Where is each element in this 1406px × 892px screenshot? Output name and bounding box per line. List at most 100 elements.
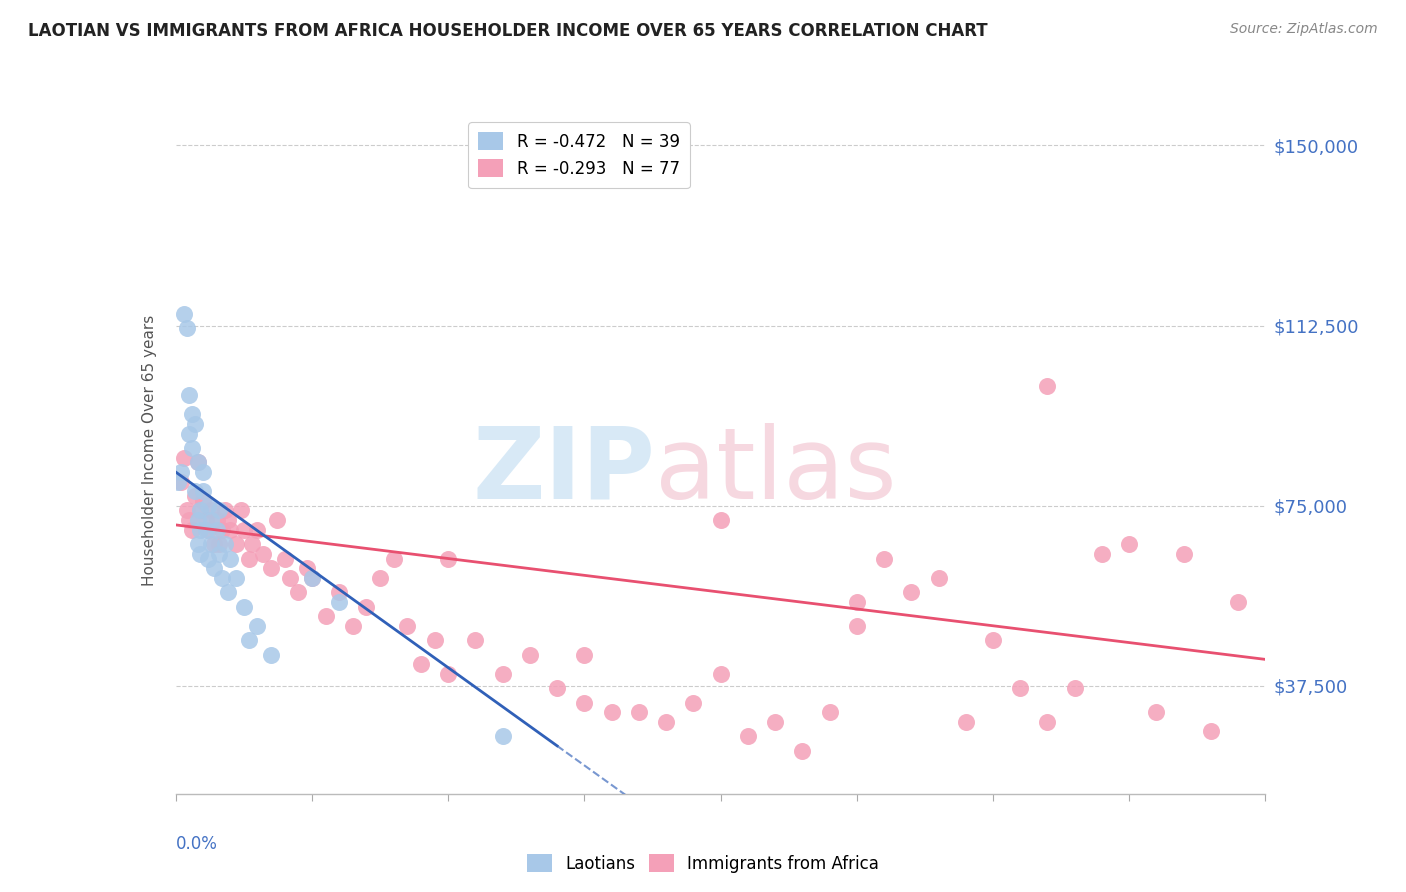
Legend: R = -0.472   N = 39, R = -0.293   N = 77: R = -0.472 N = 39, R = -0.293 N = 77 [468, 122, 689, 188]
Point [194, 513, 217, 527]
Point [981, 633, 1004, 648]
Point [186, 455, 209, 469]
Point [184, 489, 207, 503]
Point [396, 619, 419, 633]
Point [437, 551, 460, 566]
Point [240, 537, 263, 551]
Point [181, 408, 204, 422]
Point [219, 551, 242, 566]
Point [211, 523, 233, 537]
Point [1227, 595, 1250, 609]
Point [179, 426, 201, 441]
Point [655, 714, 678, 729]
Point [492, 666, 515, 681]
Point [238, 633, 260, 648]
Point [188, 523, 211, 537]
Point [188, 503, 211, 517]
Point [208, 503, 231, 517]
Point [342, 619, 364, 633]
Text: atlas: atlas [655, 423, 897, 519]
Point [170, 465, 193, 479]
Point [186, 537, 209, 551]
Point [295, 561, 318, 575]
Point [246, 619, 269, 633]
Point [287, 585, 309, 599]
Point [274, 551, 297, 566]
Point [1144, 705, 1167, 719]
Point [492, 729, 515, 743]
Point [1118, 537, 1140, 551]
Point [217, 513, 239, 527]
Point [260, 561, 283, 575]
Point [301, 571, 323, 585]
Point [546, 681, 568, 696]
Point [328, 585, 350, 599]
Point [682, 696, 704, 710]
Point [197, 551, 219, 566]
Point [208, 547, 231, 561]
Point [211, 571, 233, 585]
Point [214, 537, 236, 551]
Point [763, 714, 786, 729]
Point [423, 633, 446, 648]
Text: ZIP: ZIP [472, 423, 655, 519]
Point [818, 705, 841, 719]
Point [368, 571, 391, 585]
Point [173, 307, 195, 321]
Point [197, 499, 219, 513]
Point [214, 503, 236, 517]
Point [955, 714, 977, 729]
Point [167, 475, 190, 489]
Point [184, 417, 207, 431]
Point [260, 648, 283, 662]
Point [574, 696, 596, 710]
Point [194, 523, 217, 537]
Point [219, 523, 242, 537]
Point [173, 450, 195, 465]
Point [252, 547, 274, 561]
Point [200, 503, 222, 517]
Point [315, 609, 337, 624]
Point [231, 503, 253, 517]
Point [176, 321, 198, 335]
Point [225, 537, 247, 551]
Point [225, 571, 247, 585]
Point [900, 585, 922, 599]
Point [437, 666, 460, 681]
Point [179, 513, 201, 527]
Point [627, 705, 650, 719]
Point [208, 537, 231, 551]
Point [191, 494, 214, 508]
Point [873, 551, 896, 566]
Point [232, 523, 254, 537]
Point [200, 537, 222, 551]
Point [845, 619, 868, 633]
Text: Source: ZipAtlas.com: Source: ZipAtlas.com [1230, 22, 1378, 37]
Text: LAOTIAN VS IMMIGRANTS FROM AFRICA HOUSEHOLDER INCOME OVER 65 YEARS CORRELATION C: LAOTIAN VS IMMIGRANTS FROM AFRICA HOUSEH… [28, 22, 988, 40]
Point [574, 648, 596, 662]
Point [1091, 547, 1114, 561]
Point [202, 561, 225, 575]
Point [409, 657, 432, 672]
Text: 0.0%: 0.0% [176, 835, 218, 853]
Point [266, 513, 288, 527]
Point [1036, 378, 1059, 392]
Point [737, 729, 759, 743]
Point [464, 633, 486, 648]
Point [184, 484, 207, 499]
Point [202, 537, 225, 551]
Point [181, 523, 204, 537]
Point [200, 513, 222, 527]
Point [186, 513, 209, 527]
Y-axis label: Householder Income Over 65 years: Householder Income Over 65 years [142, 315, 157, 586]
Point [1036, 714, 1059, 729]
Point [186, 455, 209, 469]
Legend: Laotians, Immigrants from Africa: Laotians, Immigrants from Africa [520, 847, 886, 880]
Point [181, 441, 204, 455]
Point [188, 503, 211, 517]
Point [301, 571, 323, 585]
Point [519, 648, 541, 662]
Point [232, 599, 254, 614]
Point [1199, 724, 1222, 739]
Point [278, 571, 301, 585]
